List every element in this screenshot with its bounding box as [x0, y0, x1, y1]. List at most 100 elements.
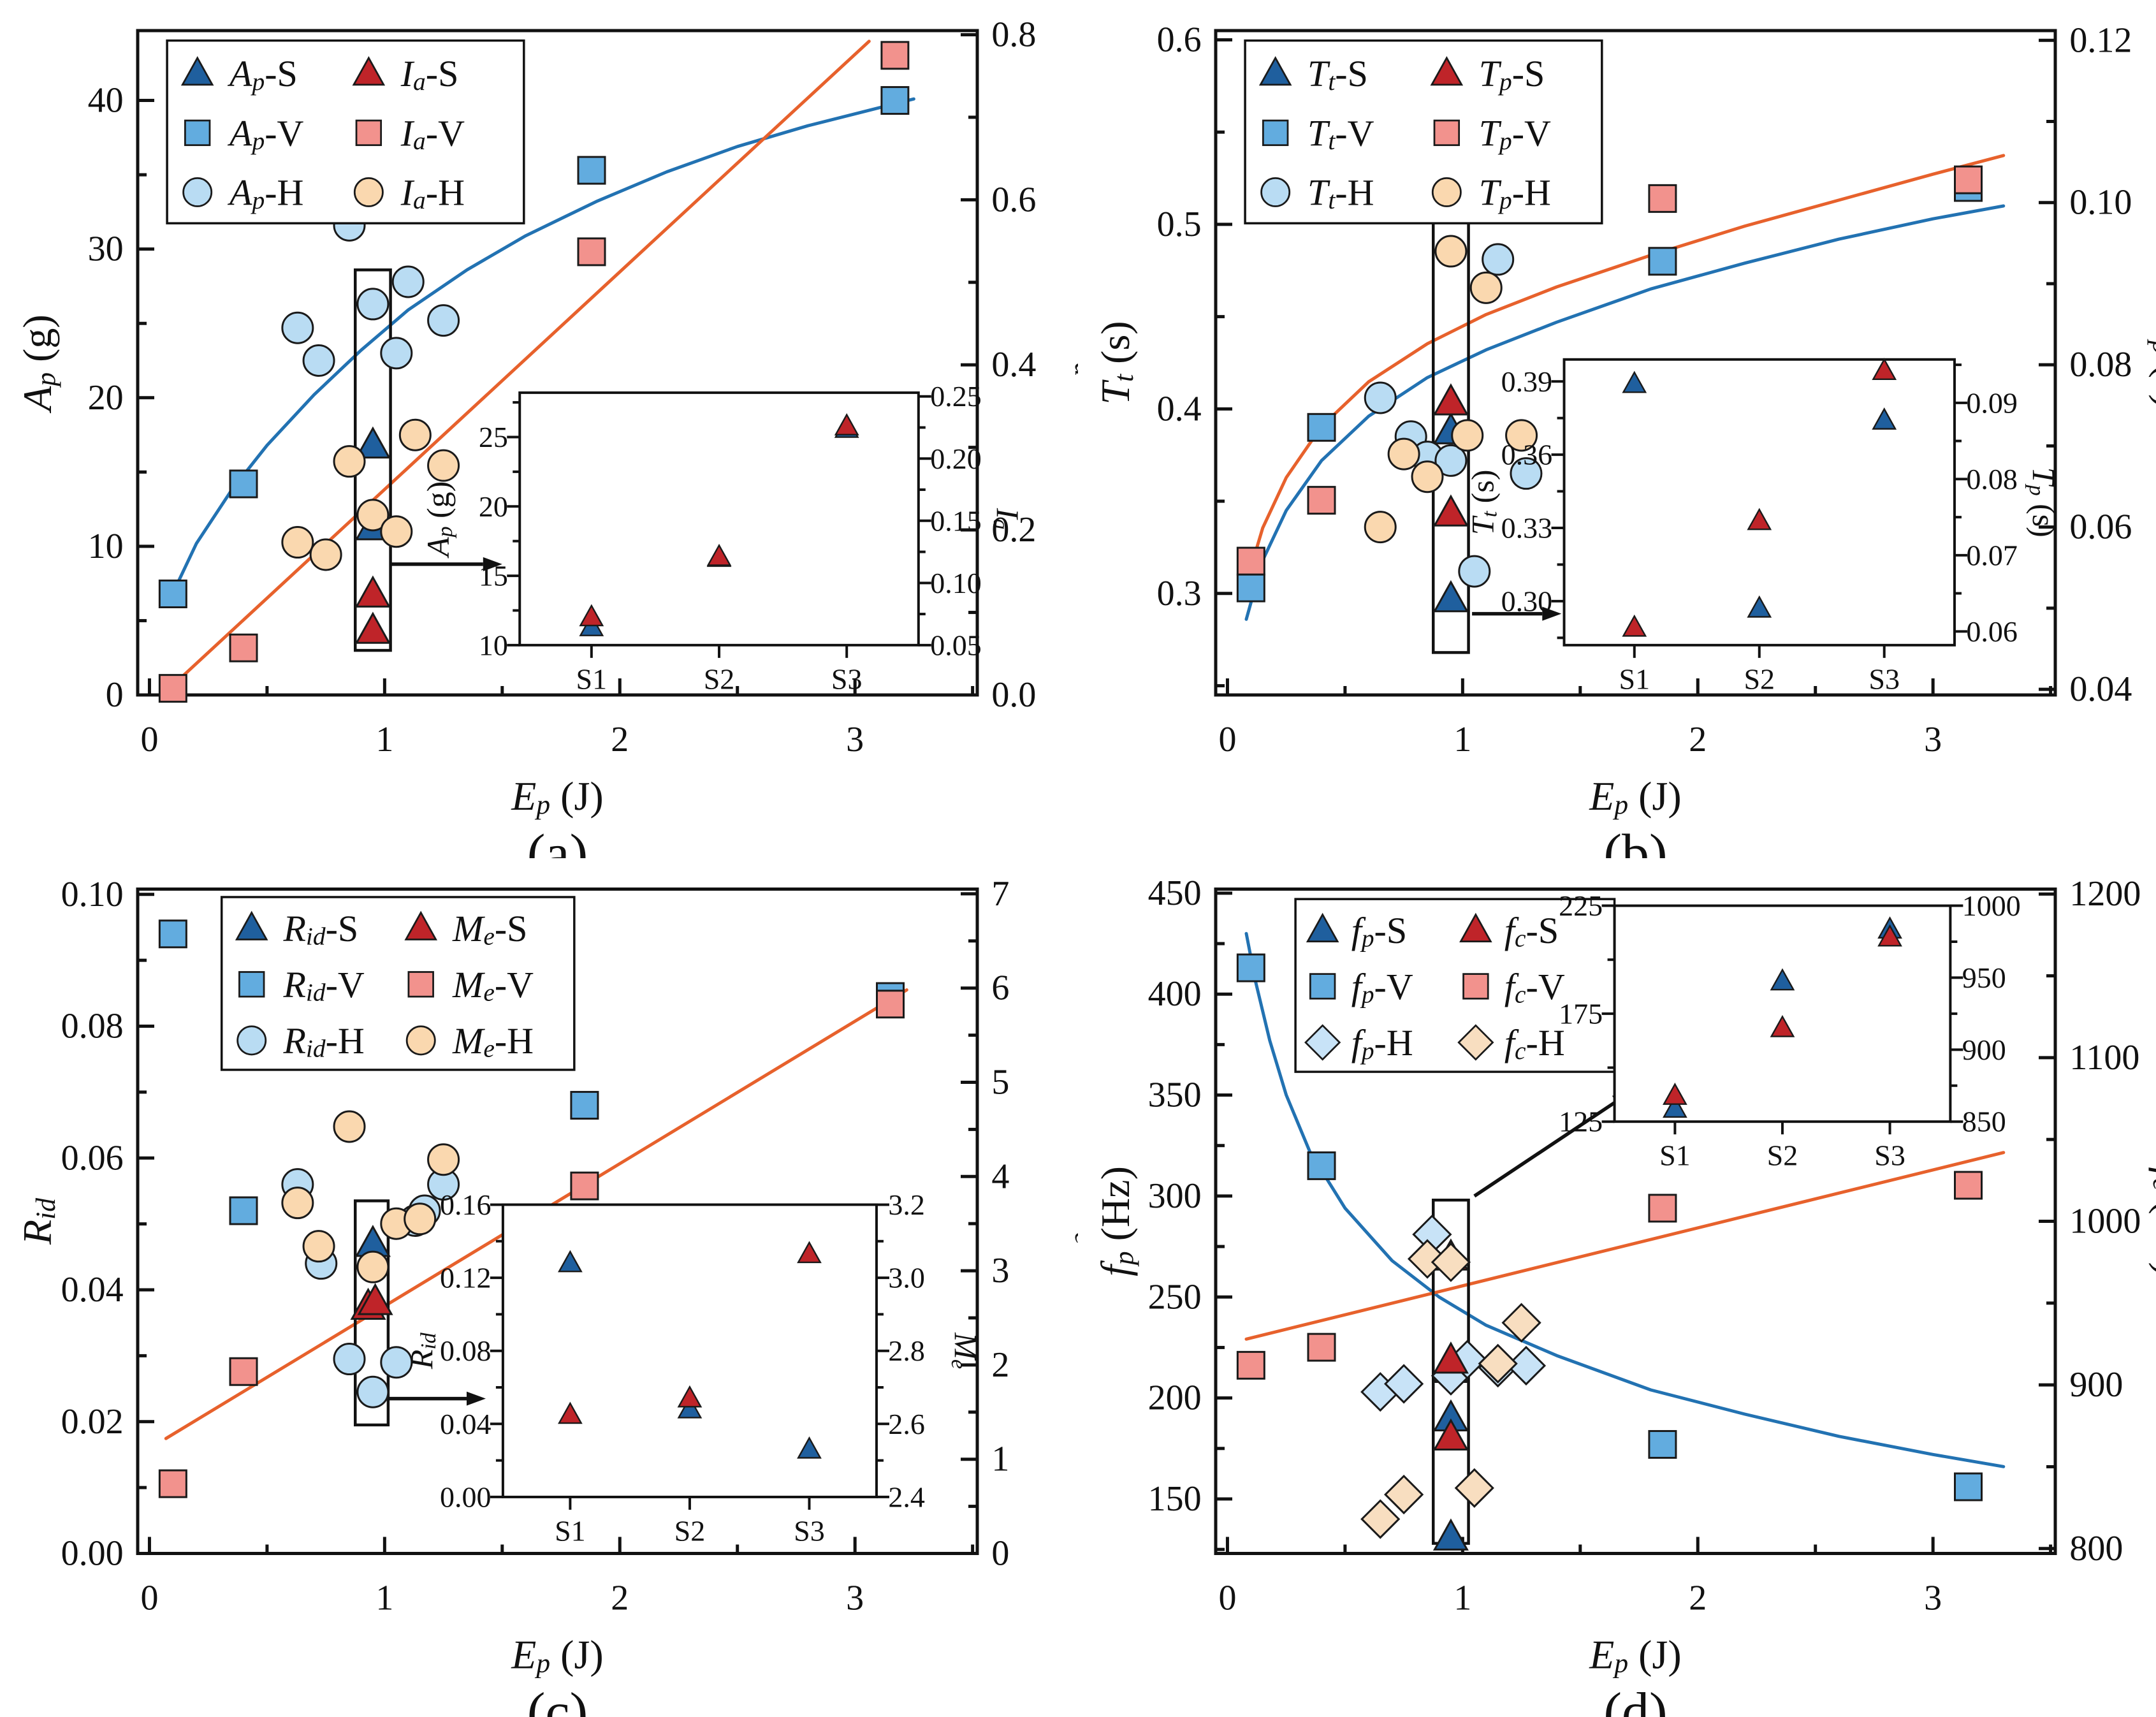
x-tick-label: S1: [1619, 662, 1650, 695]
legend-label: Ap-V: [227, 112, 303, 155]
data-point: [356, 499, 390, 532]
series-M-e-V: [158, 990, 905, 1498]
data-point: [1432, 1418, 1469, 1451]
inset-left-axis-title: Tt (s): [1465, 470, 1502, 536]
left-tick-label: 0.12: [440, 1262, 492, 1294]
left-tick-label: 0.33: [1501, 512, 1553, 544]
legend-label: fc-H: [1504, 1021, 1565, 1064]
left-tick-label: 25: [479, 421, 508, 453]
x-tick-label: S1: [1659, 1139, 1691, 1172]
data-point: [1501, 1303, 1541, 1343]
data-point: [380, 515, 413, 548]
data-point: [1510, 457, 1543, 490]
x-axis-title: Ep (J): [511, 1632, 603, 1679]
inset-data-point: [558, 1250, 583, 1273]
right-tick-label: 0.25: [930, 380, 982, 413]
legend-label: fc-V: [1504, 965, 1565, 1008]
right-tick-label: 7: [991, 874, 1009, 914]
right-tick-label: 2: [991, 1345, 1009, 1385]
inset-d: S1 S2 S3 125 175 225 850 900 950 1000: [1559, 889, 2021, 1172]
legend-item-M-e-S: Me-S: [404, 907, 527, 951]
left-tick-label: 0.3: [1157, 574, 1202, 613]
inset-data-point: [579, 604, 604, 627]
left-tick-label: 0.10: [61, 875, 124, 914]
left-tick-label: 250: [1148, 1277, 1202, 1317]
A-p-S-marker-icon: [180, 55, 214, 86]
right-tick-label: 0.09: [1966, 386, 2018, 419]
data-point: [1307, 1151, 1336, 1180]
right-tick-label: 0.08: [1966, 463, 2018, 495]
x-tick-label: S1: [555, 1514, 586, 1547]
data-point: [356, 1250, 390, 1283]
inset-data-point: [797, 1241, 822, 1264]
data-point: [1387, 437, 1420, 471]
left-tick-label: 0.6: [1157, 20, 1202, 59]
data-point: [1506, 1345, 1547, 1386]
I-a-H-marker-icon: [353, 177, 384, 207]
panel-b-content: 0 1 2 3 0.3 0.4 0.5 0.6 0.04 0.06 0.08 0.10 0.12 Tt-S…: [1093, 20, 2156, 858]
data-point: [1384, 1364, 1424, 1404]
x-tick-label: 3: [1924, 720, 1942, 759]
left-tick-label: 15: [479, 560, 508, 592]
data-point: [1505, 419, 1538, 452]
inset-right-axis-title: Tp (s): [2025, 467, 2062, 537]
series-f-c-V: [1236, 1171, 1983, 1380]
inset-data-point: [834, 413, 859, 435]
legend-label: fp-V: [1351, 965, 1413, 1008]
inset-left-axis-title: Ap (g): [420, 481, 457, 559]
left-tick-label: 225: [1559, 889, 1603, 922]
left-tick-label: 300: [1148, 1176, 1202, 1216]
left-tick-label: 200: [1148, 1378, 1202, 1418]
legend-item-I-a-S: Ia-S: [352, 53, 458, 96]
right-axis-title: Ia: [1069, 348, 1078, 376]
legend-label: Tt-V: [1307, 112, 1374, 155]
f-p-H-marker-icon: [1304, 1024, 1341, 1061]
legend-item-R-id-V: Rid-V: [238, 963, 365, 1007]
legend-label: Rid-S: [282, 907, 358, 950]
data-point: [158, 579, 187, 608]
data-point: [427, 1143, 460, 1176]
x-tick-label: 0: [1218, 1579, 1236, 1618]
data-point: [1648, 247, 1677, 276]
right-tick-label: 3.2: [888, 1188, 925, 1221]
data-point: [356, 288, 390, 321]
inset-data-point: [797, 1436, 822, 1459]
legend-item-T-p-V: Tp-V: [1433, 112, 1551, 155]
right-tick-label: 2.6: [888, 1408, 925, 1440]
data-point: [1307, 1333, 1336, 1362]
legend-item-A-p-H: Ap-H: [182, 172, 303, 214]
series-T-p-V: [1236, 165, 1983, 576]
data-point: [880, 41, 910, 70]
right-tick-label: 0.15: [930, 504, 982, 537]
inset-right-axis-title: Ia: [989, 508, 1026, 530]
data-point: [1482, 243, 1515, 276]
right-tick-label: 900: [1962, 1034, 2006, 1066]
data-point: [281, 311, 314, 344]
legend-label: Ap-S: [227, 53, 298, 96]
inset-data-point: [1663, 1083, 1687, 1105]
inset-series-f-p-S: [1663, 916, 1902, 1118]
M-e-S-marker-icon: [404, 910, 438, 940]
A-p-H-marker-icon: [182, 177, 213, 207]
right-tick-label: 0.8: [991, 15, 1036, 54]
data-point: [1364, 511, 1397, 544]
right-tick-label: 2.8: [888, 1334, 925, 1367]
left-tick-label: 150: [1148, 1479, 1202, 1519]
data-point: [309, 538, 342, 571]
left-tick-label: 0.04: [440, 1408, 492, 1440]
left-tick-label: 0.08: [61, 1007, 124, 1046]
inset-series-T-p-S: [1622, 358, 1897, 637]
left-tick-label: 20: [88, 378, 124, 418]
right-tick-label: 1100: [2069, 1038, 2139, 1078]
data-point: [158, 919, 187, 949]
zoom-arrow-icon: [1473, 1091, 1632, 1198]
inset-data-point: [1872, 407, 1897, 430]
panel-d: 0 1 2 3 150 200 250 300 350 400 450 800 900 1000 1100 1…: [1093, 873, 2156, 1717]
data-point: [229, 633, 258, 662]
right-tick-label: 0.10: [2069, 183, 2132, 223]
data-point: [333, 445, 366, 478]
legend-item-f-p-V: fp-V: [1309, 965, 1413, 1009]
legend-item-T-t-H: Tt-H: [1260, 172, 1374, 214]
legend: Ap-S Ia-S Ap-V Ia-V Ap-H Ia-H: [166, 39, 525, 224]
